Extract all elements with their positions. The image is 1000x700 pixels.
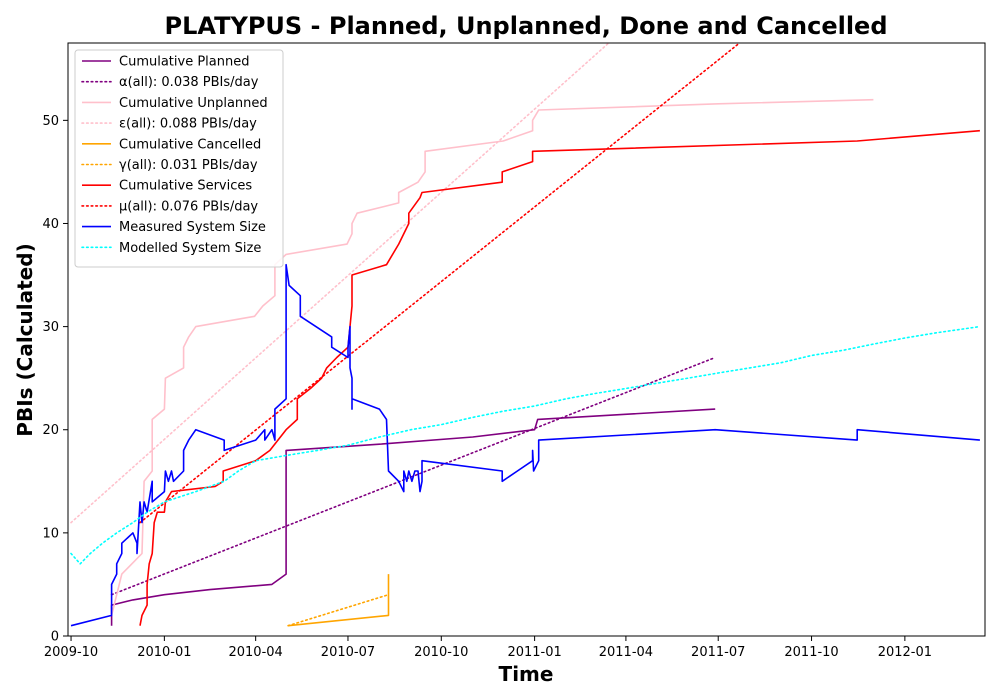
x-tick-label: 2012-01 — [878, 645, 932, 660]
x-tick-label: 2011-04 — [599, 645, 653, 660]
x-tick-label: 2011-07 — [691, 645, 745, 660]
x-tick-label: 2010-10 — [414, 645, 468, 660]
x-tick-label: 2010-01 — [137, 645, 191, 660]
legend-label: Measured System Size — [119, 220, 266, 235]
x-tick-label: 2010-04 — [228, 645, 282, 660]
y-axis: 0 10 20 30 40 50 — [42, 114, 68, 645]
y-tick-label: 40 — [42, 217, 59, 232]
legend-label: Cumulative Planned — [119, 55, 249, 70]
x-tick-label: 2009-10 — [44, 645, 98, 660]
legend-label: γ(all): 0.031 PBIs/day — [119, 158, 258, 173]
legend-label: μ(all): 0.076 PBIs/day — [119, 199, 258, 214]
y-axis-title: PBIs (Calculated) — [13, 243, 37, 436]
y-tick-label: 20 — [42, 423, 59, 438]
chart-title: PLATYPUS - Planned, Unplanned, Done and … — [164, 12, 887, 40]
y-tick-label: 10 — [42, 526, 59, 541]
y-tick-label: 0 — [51, 630, 59, 645]
legend-label: ε(all): 0.088 PBIs/day — [119, 117, 257, 132]
legend-label: Cumulative Cancelled — [119, 137, 261, 152]
x-axis-title: Time — [499, 662, 554, 686]
y-tick-label: 30 — [42, 320, 59, 335]
legend-label: Cumulative Services — [119, 179, 252, 194]
series-line-5 — [288, 574, 390, 627]
series-line-9 — [70, 263, 980, 627]
series-line-1 — [110, 408, 716, 626]
plot-frame — [67, 42, 986, 637]
x-tick-label: 2011-01 — [507, 645, 561, 660]
x-tick-label: 2011-10 — [784, 645, 838, 660]
legend-label: α(all): 0.038 PBIs/day — [119, 75, 259, 90]
x-axis: 2009-10 2010-01 2010-04 2010-07 2010-10 2011-… — [44, 636, 932, 660]
legend-box — [74, 49, 284, 268]
legend: Cumulative Planned α(all): 0.038 PBIs/day… — [74, 49, 284, 268]
legend-label: Cumulative Unplanned — [119, 96, 268, 111]
y-tick-label: 50 — [42, 114, 59, 129]
legend-label: Modelled System Size — [119, 241, 261, 256]
series-line-8 — [139, 43, 741, 524]
series-line-4 — [70, 43, 610, 524]
series-line-7 — [139, 129, 980, 626]
series-line-10 — [70, 325, 981, 565]
x-tick-label: 2010-07 — [321, 645, 375, 660]
series-line-6 — [287, 593, 390, 627]
